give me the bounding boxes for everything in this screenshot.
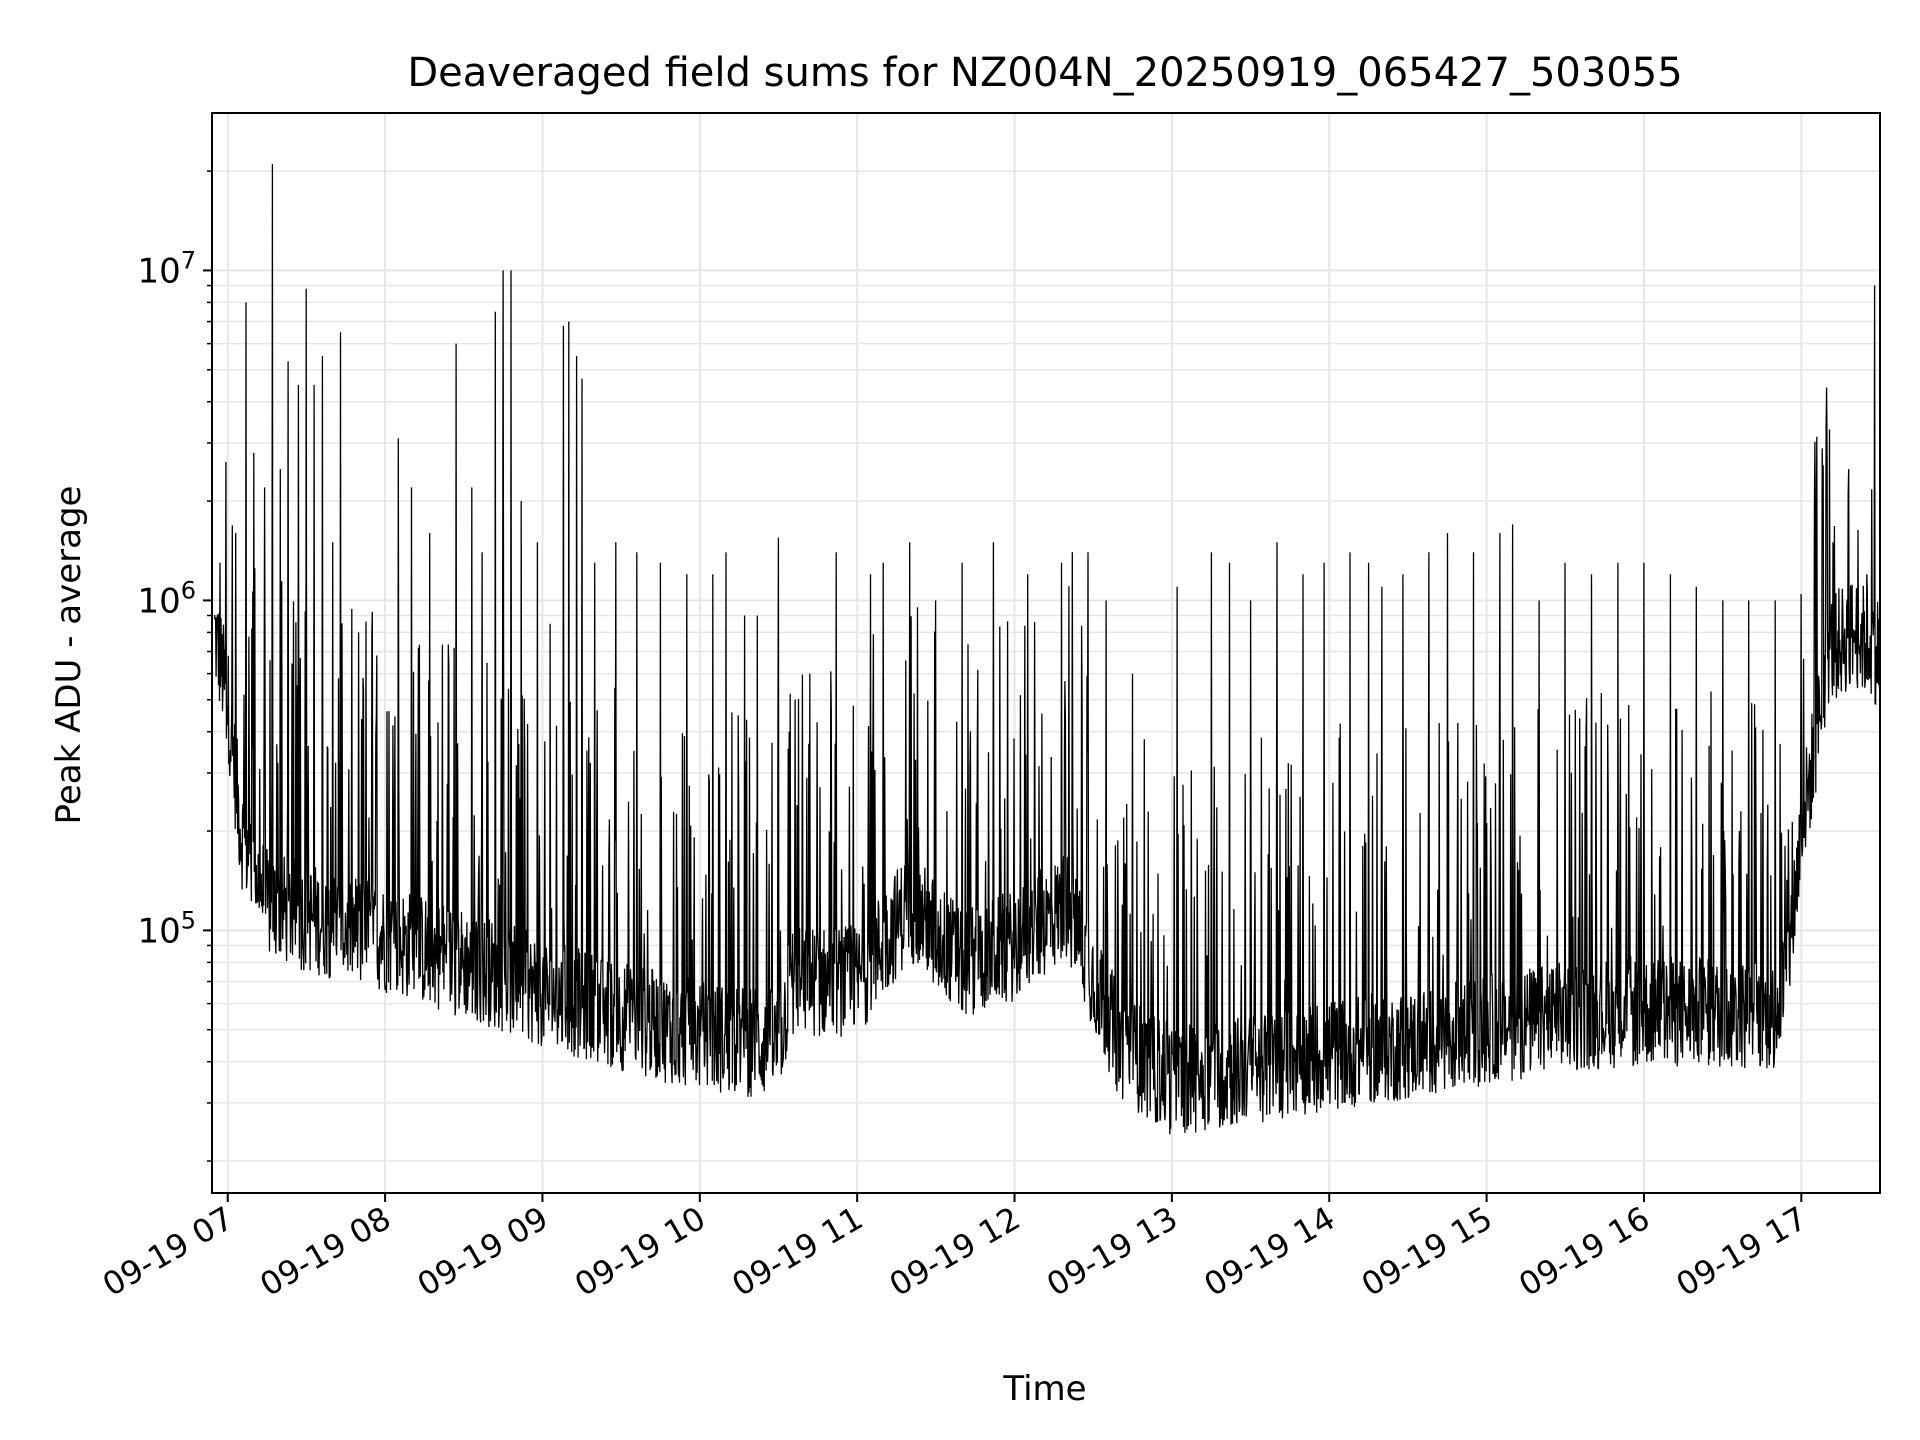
- chart-title: Deaveraged field sums for NZ004N_2025091…: [407, 50, 1682, 96]
- y-tick-label: 107: [137, 246, 196, 291]
- y-tick-label: 106: [137, 576, 196, 621]
- plot-frame: [211, 112, 1881, 1194]
- series-line: [213, 164, 1881, 1135]
- y-axis-label: Peak ADU - average: [49, 486, 89, 825]
- series-layer: [213, 164, 1881, 1135]
- x-axis-label: Time: [1002, 1369, 1086, 1409]
- y-tick-label: 105: [137, 906, 196, 951]
